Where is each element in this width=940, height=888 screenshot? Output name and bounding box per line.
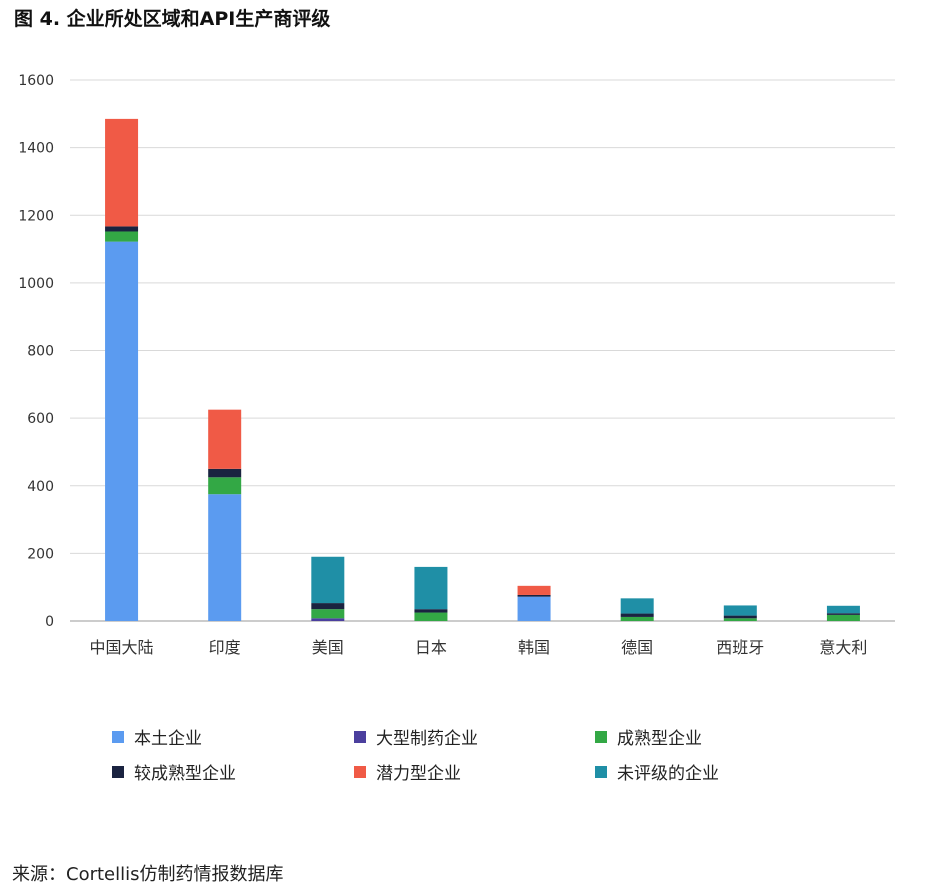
x-category-label: 印度 — [209, 638, 241, 657]
bar-segment — [208, 468, 242, 478]
bar-segment — [105, 226, 139, 232]
bar-segment — [105, 241, 139, 621]
legend-label: 本土企业 — [134, 729, 202, 749]
x-category-label: 美国 — [312, 638, 344, 657]
legend-swatch — [595, 765, 607, 778]
bar-segment — [620, 598, 654, 614]
legend-item: 未评级的企业 — [595, 759, 719, 784]
y-tick-label: 1200 — [18, 208, 54, 224]
legend-swatch — [112, 765, 124, 778]
bar-segment — [723, 618, 757, 621]
bar-segment — [105, 231, 139, 242]
x-category-label: 西班牙 — [716, 638, 764, 657]
legend-swatch — [354, 765, 366, 778]
bar-segment — [208, 477, 242, 495]
bar-segment — [414, 612, 448, 621]
bar-segment — [620, 613, 654, 617]
x-category-label: 中国大陆 — [90, 638, 154, 657]
bar-segment — [723, 605, 757, 616]
bar-segment — [105, 118, 139, 227]
x-category-label: 德国 — [621, 638, 653, 657]
bar-segment — [414, 609, 448, 613]
source-note: 来源：Cortellis仿制药情报数据库 — [12, 864, 284, 885]
bar-segment — [517, 585, 551, 595]
legend-label: 成熟型企业 — [617, 729, 702, 749]
y-tick-label: 1000 — [18, 276, 54, 292]
y-tick-label: 1600 — [18, 73, 54, 89]
bar-segment — [517, 596, 551, 621]
legend-item: 较成熟型企业 — [112, 759, 236, 784]
bar-segment — [414, 566, 448, 610]
y-tick-label: 1400 — [18, 141, 54, 157]
bar-segment — [826, 613, 860, 615]
bars — [105, 118, 860, 621]
legend-item: 潜力型企业 — [354, 759, 461, 784]
gridlines — [70, 79, 895, 622]
chart-title: 图 4. 企业所处区域和API生产商评级 — [14, 8, 331, 30]
legend-swatch — [112, 730, 124, 743]
stacked-bar-chart: 0 200 400 600 800 1000 1200 1400 1600 中国大陆 印度 美国 日本… — [18, 73, 895, 657]
bar-segment — [620, 616, 654, 621]
bar-segment — [311, 618, 345, 621]
legend-item: 成熟型企业 — [595, 724, 702, 749]
bar-segment — [208, 409, 242, 469]
legend-label: 大型制药企业 — [376, 729, 478, 749]
y-tick-label: 0 — [45, 614, 54, 630]
x-category-label: 意大利 — [819, 638, 867, 657]
y-tick-label: 600 — [27, 411, 54, 427]
bar-segment — [826, 605, 860, 614]
x-category-label: 韩国 — [518, 638, 550, 657]
bar-segment — [311, 603, 345, 610]
bar-segment — [517, 594, 551, 597]
legend-label: 较成熟型企业 — [134, 764, 236, 784]
y-tick-label: 800 — [27, 344, 54, 360]
y-axis-ticks: 0 200 400 600 800 1000 1200 1400 1600 — [18, 73, 54, 630]
x-axis-categories: 中国大陆 印度 美国 日本 韩国 德国 西班牙 意大利 — [90, 638, 868, 657]
legend-item: 大型制药企业 — [354, 724, 478, 749]
legend-swatch — [354, 730, 366, 743]
bar-segment — [208, 494, 242, 621]
legend-item: 本土企业 — [112, 724, 202, 749]
legend-label: 未评级的企业 — [617, 764, 719, 784]
x-category-label: 日本 — [415, 638, 447, 657]
legend-label: 潜力型企业 — [376, 764, 461, 784]
bar-segment — [311, 609, 345, 619]
y-tick-label: 400 — [27, 479, 54, 495]
bar-segment — [826, 614, 860, 621]
y-tick-label: 200 — [27, 546, 54, 562]
legend-swatch — [595, 730, 607, 743]
bar-segment — [311, 556, 345, 604]
bar-segment — [723, 615, 757, 619]
